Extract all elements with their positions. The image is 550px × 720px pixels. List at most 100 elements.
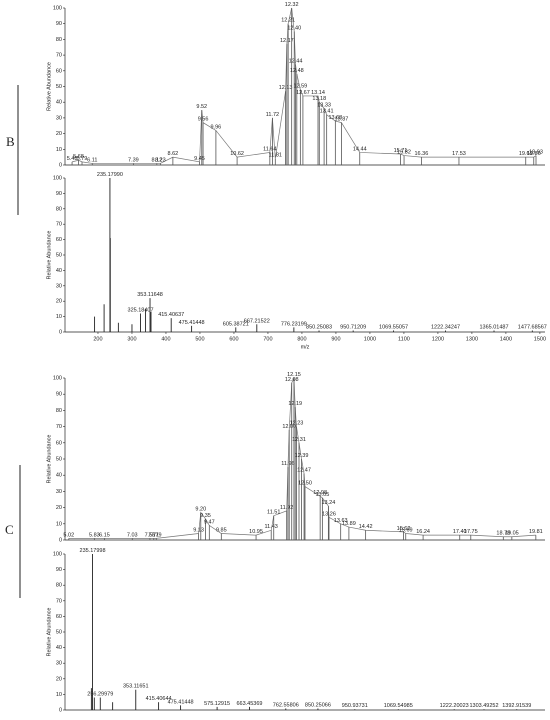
panel-label: B xyxy=(6,134,15,149)
y-tick-label: 60 xyxy=(56,237,62,243)
peak-label: 17.40 xyxy=(453,529,467,535)
peak-label: 12.48 xyxy=(290,68,304,74)
peak-label: 11.92 xyxy=(280,505,293,511)
peak-label: 13.18 xyxy=(312,96,326,102)
peak-label: 11.81 xyxy=(269,153,282,159)
peak-label: 475.41448 xyxy=(168,699,194,705)
peak-label: 5.79 xyxy=(77,156,88,162)
y-axis-label: Relative Abundance xyxy=(46,435,52,484)
peak-label: 6.15 xyxy=(99,532,110,538)
y-tick-label: 10 xyxy=(56,521,62,527)
peak-label: 12.19 xyxy=(288,401,302,407)
y-tick-label: 60 xyxy=(56,614,62,620)
peak-label: 8.62 xyxy=(168,151,179,157)
y-tick-label: 100 xyxy=(53,375,62,381)
peak-label: 6.11 xyxy=(87,157,97,163)
peak-label: 12.15 xyxy=(287,372,301,378)
y-tick-label: 80 xyxy=(56,37,62,43)
y-tick-label: 0 xyxy=(59,537,62,543)
peak-label: 10.62 xyxy=(230,151,244,157)
peak-label: 7.79 xyxy=(151,532,162,538)
peak-label: 850.25083 xyxy=(306,324,332,330)
y-tick-label: 50 xyxy=(56,252,62,258)
peak-label: 950.93731 xyxy=(342,703,368,709)
peak-label: 353.11651 xyxy=(123,684,149,690)
peak-label: 11.72 xyxy=(266,112,279,118)
peak-label: 15.62 xyxy=(397,526,411,532)
y-tick-label: 50 xyxy=(56,84,62,90)
y-tick-label: 40 xyxy=(56,473,62,479)
y-tick-label: 30 xyxy=(56,661,62,667)
peak-label: 1477.68567 xyxy=(518,324,547,330)
y-axis-label: Relative Abundance xyxy=(46,231,52,280)
x-tick-label: 1000 xyxy=(364,336,376,342)
peak-label: 14.42 xyxy=(359,524,373,530)
peak-label: 12.08 xyxy=(285,377,299,383)
peak-label: 12.32 xyxy=(285,2,299,8)
peak-label: 667.21522 xyxy=(244,318,270,324)
peak-label: 7.59 xyxy=(145,532,156,538)
peak-label: 1069.54985 xyxy=(384,703,413,709)
peak-label: 12.00 xyxy=(282,424,296,430)
x-tick-label: 700 xyxy=(263,336,272,342)
y-tick-label: 40 xyxy=(56,268,62,274)
peak-label: 19.81 xyxy=(529,529,543,535)
peak-label: 13.41 xyxy=(320,109,334,115)
x-tick-label: 200 xyxy=(93,336,102,342)
peak-label: 325.18407 xyxy=(128,307,154,313)
peak-label: 575.12915 xyxy=(204,701,230,707)
y-tick-label: 40 xyxy=(56,645,62,651)
peak-label: 18.78 xyxy=(496,531,510,537)
y-tick-label: 30 xyxy=(56,115,62,121)
peak-label: 9.56 xyxy=(198,117,209,123)
peak-label: 13.87 xyxy=(335,117,349,123)
peak-label: 9.35 xyxy=(200,513,211,519)
peak-label: 12.50 xyxy=(298,480,312,486)
y-tick-label: 100 xyxy=(53,551,62,557)
peak-label: 10.95 xyxy=(249,529,263,535)
y-tick-label: 0 xyxy=(59,707,62,713)
peak-label: 12.39 xyxy=(295,453,309,459)
peak-label: 14.44 xyxy=(353,146,367,152)
peak-label: 13.14 xyxy=(311,90,325,96)
peak-label: 13.05 xyxy=(315,492,329,498)
peak-label: 11.51 xyxy=(267,510,280,516)
peak-label: 850.25066 xyxy=(305,702,331,708)
peak-label: 12.40 xyxy=(287,26,301,32)
y-tick-label: 50 xyxy=(56,456,62,462)
peak-label: 9.96 xyxy=(211,124,222,130)
peak-label: 11.64 xyxy=(263,146,276,152)
y-tick-label: 50 xyxy=(56,629,62,635)
x-tick-label: 600 xyxy=(229,336,238,342)
y-tick-label: 30 xyxy=(56,283,62,289)
peak-label: 12.21 xyxy=(281,18,295,24)
peak-label: 776.23199 xyxy=(281,321,307,327)
y-tick-label: 10 xyxy=(56,147,62,153)
peak-label: 9.20 xyxy=(195,506,206,512)
peak-label: 12.23 xyxy=(290,421,304,427)
y-axis-label: Relative Abundance xyxy=(46,608,52,657)
y-tick-label: 80 xyxy=(56,583,62,589)
peak-label: 256.29979 xyxy=(87,691,113,697)
peak-label: 1392.91539 xyxy=(502,703,531,709)
peak-label: 7.03 xyxy=(127,532,138,538)
peak-label: 19.61 xyxy=(519,151,533,157)
y-tick-label: 20 xyxy=(56,131,62,137)
peak-label: 15.82 xyxy=(397,150,411,156)
peak-label: 663.45369 xyxy=(236,701,262,707)
x-tick-label: 900 xyxy=(331,336,340,342)
x-tick-label: 500 xyxy=(195,336,204,342)
y-tick-label: 90 xyxy=(56,21,62,27)
peak-label: 19.86 xyxy=(527,151,541,157)
peak-label: 13.63 xyxy=(334,518,348,524)
peak-label: 11.43 xyxy=(265,524,278,530)
peak-label: 415.40644 xyxy=(146,696,172,702)
peak-label: 19.93 xyxy=(529,150,543,156)
y-tick-label: 70 xyxy=(56,222,62,228)
peak-label: 1303.49252 xyxy=(469,703,498,709)
x-tick-label: 800 xyxy=(297,336,306,342)
x-axis-label: m/z xyxy=(301,344,310,350)
y-tick-label: 90 xyxy=(56,392,62,398)
peak-label: 9.13 xyxy=(193,527,204,533)
peak-label: 7.39 xyxy=(128,157,139,163)
